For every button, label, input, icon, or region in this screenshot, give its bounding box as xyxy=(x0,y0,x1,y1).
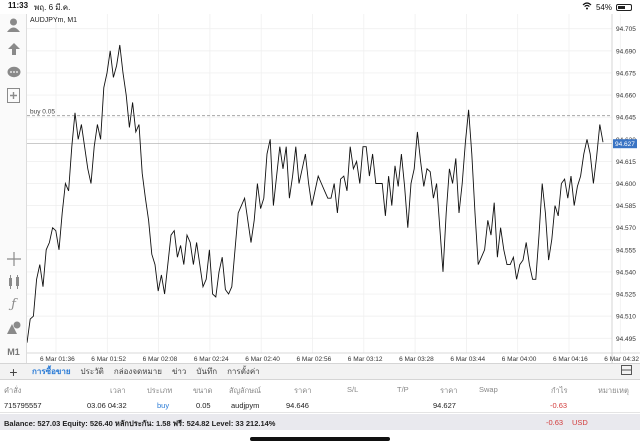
account-summary: Balance: 527.03 Equity: 526.40 หลักประกั… xyxy=(0,414,640,430)
x-tick-label: 6 Mar 03:28 xyxy=(399,356,434,363)
terminal-tabs: + การซื้อขาย ประวัติ กล่องจดหมาย ข่าว บั… xyxy=(0,363,640,380)
x-tick-label: 6 Mar 04:00 xyxy=(502,356,537,363)
function-icon[interactable]: ƒ xyxy=(11,297,16,312)
x-tick-label: 6 Mar 03:12 xyxy=(348,356,383,363)
y-tick-label: 94.615 xyxy=(616,159,636,166)
order-line-label: buy 0.05 xyxy=(30,109,55,116)
chart-grid xyxy=(27,14,621,353)
col-swap: Swap xyxy=(479,385,498,394)
collapse-panel-icon[interactable] xyxy=(621,365,632,378)
chart-svg: 94.70594.69094.67594.66094.64594.63094.6… xyxy=(26,14,640,363)
tab-settings[interactable]: การตั้งค่า xyxy=(227,367,260,376)
col-type: ประเภท xyxy=(147,386,173,395)
order-id: 715795557 xyxy=(4,401,42,410)
total-profit: -0.63 xyxy=(546,418,564,427)
y-tick-label: 94.555 xyxy=(616,247,636,254)
status-time: 11:33 xyxy=(8,0,29,10)
x-tick-label: 6 Mar 02:40 xyxy=(245,356,280,363)
order-time: 03.06 04:32 xyxy=(87,401,127,410)
col-current-price: ราคา xyxy=(440,386,458,395)
y-tick-label: 94.540 xyxy=(616,269,636,276)
chart-toolbar: ƒ M1 xyxy=(0,14,27,363)
home-indicator[interactable] xyxy=(250,437,390,441)
chat-icon[interactable] xyxy=(5,64,22,81)
status-date: พฤ. 6 มี.ค. xyxy=(34,2,71,12)
x-tick-label: 6 Mar 03:44 xyxy=(450,356,485,363)
col-symbol: สัญลักษณ์ xyxy=(229,386,262,395)
battery-percent: 54% xyxy=(595,2,612,12)
col-profit: กำไร xyxy=(551,386,568,395)
objects-icon[interactable] xyxy=(5,319,22,336)
y-tick-label: 94.510 xyxy=(616,314,636,321)
current-price-label: 94.627 xyxy=(615,141,635,148)
new-order-icon[interactable] xyxy=(5,87,22,104)
x-tick-label: 6 Mar 04:32 xyxy=(604,356,639,363)
col-price: ราคา xyxy=(294,386,312,395)
battery-icon xyxy=(616,3,632,11)
col-tp: T/P xyxy=(397,385,409,394)
col-size: ขนาด xyxy=(193,386,213,395)
col-time: เวลา xyxy=(110,386,126,395)
chart-title: AUDJPYm, M1 xyxy=(30,17,77,24)
trade-icon[interactable] xyxy=(5,40,22,57)
order-symbol: audjpym xyxy=(231,401,260,410)
crosshair-icon[interactable] xyxy=(5,250,22,267)
tab-mailbox[interactable]: กล่องจดหมาย xyxy=(113,367,162,376)
orders-table-header: คำสั่ง เวลา ประเภท ขนาด สัญลักษณ์ ราคา S… xyxy=(0,381,640,397)
col-comment: หมายเหตุ xyxy=(598,386,629,395)
total-currency: USD xyxy=(572,418,588,427)
add-icon[interactable]: + xyxy=(9,363,18,380)
wifi-icon xyxy=(582,2,592,12)
y-tick-label: 94.705 xyxy=(616,26,636,33)
current-price-tag xyxy=(613,139,637,149)
tab-journal[interactable]: บันทึก xyxy=(196,367,218,376)
order-profit: -0.63 xyxy=(550,401,568,410)
x-tick-label: 6 Mar 01:52 xyxy=(91,356,126,363)
tab-history[interactable]: ประวัติ xyxy=(80,367,104,376)
order-type: buy xyxy=(157,401,170,410)
col-sl: S/L xyxy=(347,385,359,394)
price-series-line xyxy=(26,44,604,343)
account-icon[interactable] xyxy=(5,16,22,33)
tab-news[interactable]: ข่าว xyxy=(171,367,187,376)
time-axis: 6 Mar 01:36 6 Mar 01:52 6 Mar 02:08 6 Mar 0… xyxy=(40,356,639,363)
y-tick-label: 94.570 xyxy=(616,225,636,232)
price-chart[interactable]: 94.70594.69094.67594.66094.64594.63094.6… xyxy=(26,14,640,363)
order-size: 0.05 xyxy=(196,401,211,410)
y-tick-label: 94.690 xyxy=(616,48,636,55)
y-tick-label: 94.585 xyxy=(616,203,636,210)
timeframe-button[interactable]: M1 xyxy=(7,346,20,357)
tab-trade[interactable]: การซื้อขาย xyxy=(32,367,71,376)
y-tick-label: 94.660 xyxy=(616,93,636,100)
price-axis: 94.70594.69094.67594.66094.64594.63094.6… xyxy=(616,26,636,343)
x-tick-label: 6 Mar 04:16 xyxy=(553,356,588,363)
y-tick-label: 94.525 xyxy=(616,292,636,299)
order-open-price: 94.646 xyxy=(286,401,309,410)
x-tick-label: 6 Mar 01:36 xyxy=(40,356,75,363)
indicators-icon[interactable] xyxy=(5,273,22,290)
x-tick-label: 6 Mar 02:08 xyxy=(143,356,178,363)
y-tick-label: 94.645 xyxy=(616,115,636,122)
status-bar: 11:33 พฤ. 6 มี.ค. 54% xyxy=(0,0,640,14)
balance-summary: Balance: 527.03 Equity: 526.40 หลักประกั… xyxy=(4,419,276,428)
y-tick-label: 94.675 xyxy=(616,70,636,77)
battery-fill xyxy=(618,5,626,9)
y-tick-label: 94.495 xyxy=(616,336,636,343)
x-tick-label: 6 Mar 02:56 xyxy=(297,356,332,363)
y-tick-label: 94.600 xyxy=(616,181,636,188)
order-current-price: 94.627 xyxy=(433,401,456,410)
col-order: คำสั่ง xyxy=(4,386,22,395)
table-row[interactable]: 715795557 03.06 04:32 buy 0.05 audjpym 9… xyxy=(0,397,640,413)
x-tick-label: 6 Mar 02:24 xyxy=(194,356,229,363)
